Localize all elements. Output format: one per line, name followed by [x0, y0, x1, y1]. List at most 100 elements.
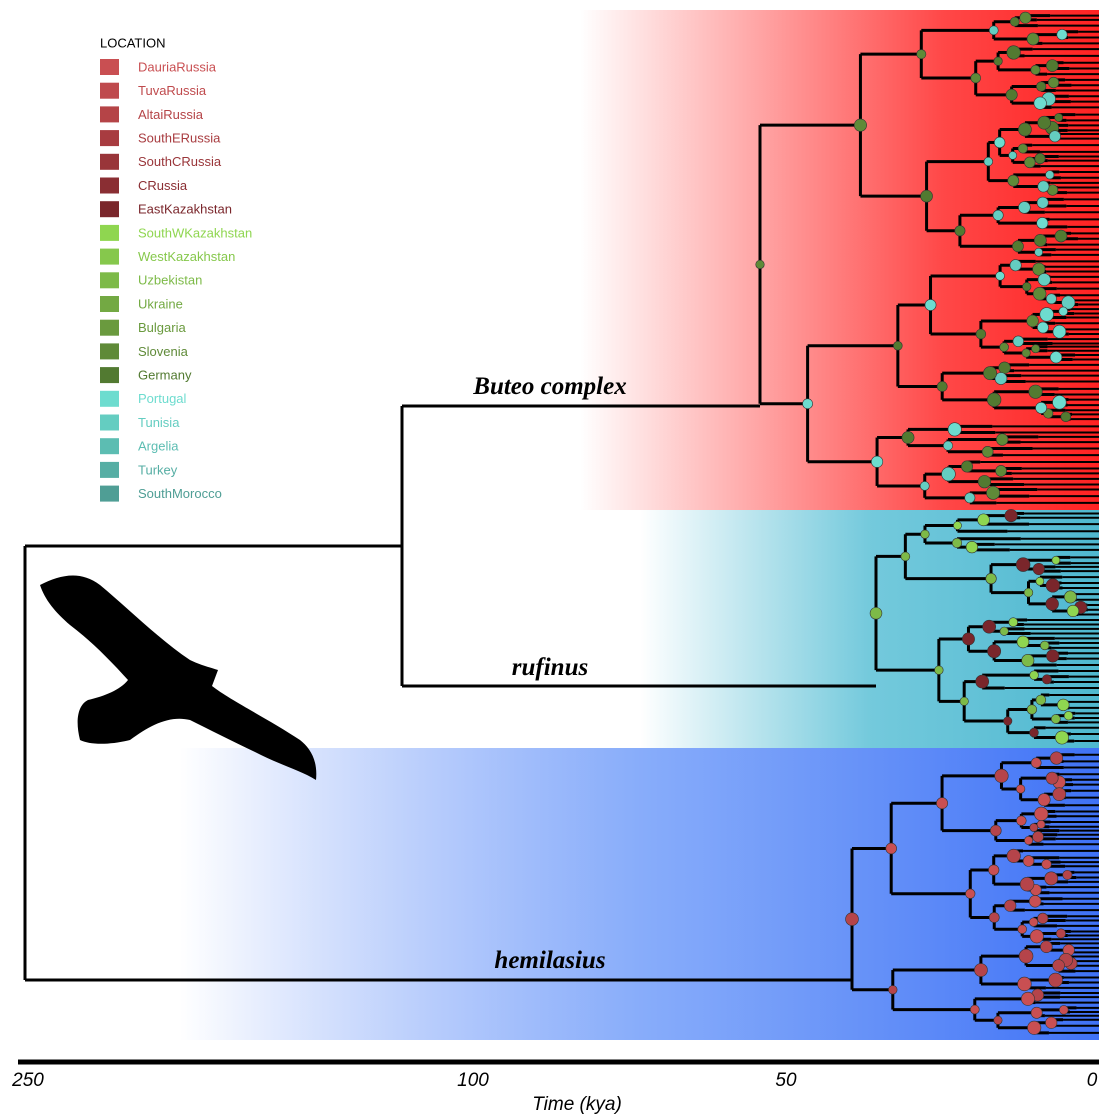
legend-label: SouthMorocco [138, 486, 222, 501]
node-marker [925, 299, 936, 310]
node-marker [1024, 157, 1035, 168]
node-marker [1023, 856, 1034, 867]
node-marker [966, 541, 978, 553]
node-marker [1055, 113, 1063, 121]
node-marker [1009, 618, 1018, 627]
node-marker [1064, 591, 1076, 603]
clade-label: rufinus [512, 654, 588, 681]
node-marker [1007, 46, 1021, 60]
node-marker [1049, 131, 1060, 142]
node-marker [1033, 831, 1044, 842]
node-marker [1055, 731, 1068, 744]
node-marker [1020, 12, 1031, 23]
node-marker [1038, 181, 1049, 192]
node-marker [917, 50, 926, 59]
node-marker [937, 381, 947, 391]
node-marker [1005, 509, 1017, 521]
legend-swatch [100, 462, 119, 478]
legend-swatch [100, 438, 119, 454]
node-marker [803, 399, 813, 409]
node-marker [1033, 563, 1044, 574]
node-marker [1009, 151, 1017, 159]
legend-swatch [100, 225, 119, 241]
node-marker [1046, 294, 1056, 304]
node-marker [1053, 788, 1066, 801]
node-marker [1056, 929, 1065, 938]
node-marker [976, 329, 986, 339]
node-marker [1040, 941, 1052, 953]
legend-swatch [100, 201, 119, 217]
node-marker [1008, 175, 1019, 186]
node-marker [986, 573, 997, 584]
legend-swatch [100, 59, 119, 75]
legend-swatch [100, 367, 119, 383]
node-marker [994, 57, 1003, 66]
node-marker [1059, 307, 1068, 316]
node-marker [952, 538, 962, 548]
legend: DauriaRussiaTuvaRussiaAltaiRussiaSouthER… [100, 59, 252, 502]
legend-label: Slovenia [138, 344, 189, 359]
legend-label: WestKazakhstan [138, 249, 235, 264]
node-marker [1016, 816, 1026, 826]
node-marker [1053, 960, 1065, 972]
node-marker [1050, 351, 1062, 363]
node-marker [983, 620, 996, 633]
node-marker [1031, 345, 1039, 353]
node-marker [1018, 202, 1030, 214]
node-marker [983, 367, 996, 380]
node-marker [1051, 714, 1060, 723]
legend-label: DauriaRussia [138, 59, 217, 74]
node-marker [1042, 859, 1052, 869]
node-marker [1067, 605, 1079, 617]
figure: LOCATION DauriaRussiaTuvaRussiaAltaiRuss… [0, 0, 1099, 1115]
node-marker [1037, 197, 1048, 208]
node-marker [902, 431, 914, 443]
axis-tick-label: 250 [11, 1070, 44, 1091]
node-marker [1057, 699, 1069, 711]
legend-label: Turkey [138, 462, 178, 477]
node-marker [1013, 336, 1024, 347]
node-marker [1046, 579, 1060, 593]
legend-label: TuvaRussia [138, 83, 207, 98]
node-marker [965, 493, 975, 503]
legend-label: SouthCRussia [138, 154, 222, 169]
node-marker [1021, 992, 1034, 1005]
node-marker [1063, 870, 1072, 879]
axis-tick-label: 0 [1087, 1070, 1098, 1091]
node-marker [1064, 711, 1073, 720]
node-marker [996, 272, 1005, 281]
node-marker [920, 481, 929, 490]
node-marker [921, 530, 930, 539]
node-marker [1006, 89, 1017, 100]
axis-tick-label: 50 [775, 1070, 797, 1091]
legend-label: AltaiRussia [138, 107, 204, 122]
node-marker [1042, 675, 1051, 684]
node-marker [971, 73, 981, 83]
node-marker [976, 675, 989, 688]
node-marker [1040, 308, 1054, 322]
node-marker [990, 825, 1001, 836]
node-marker [1035, 248, 1043, 256]
node-marker [989, 912, 999, 922]
clade-label: Buteo complex [472, 373, 626, 400]
node-marker [1018, 925, 1027, 934]
node-marker [1046, 650, 1059, 663]
node-marker [871, 456, 882, 467]
node-marker [756, 260, 765, 269]
node-marker [1029, 918, 1038, 927]
node-marker [1046, 60, 1058, 72]
node-marker [888, 985, 897, 994]
legend-label: Argelia [138, 439, 179, 454]
legend-label: EastKazakhstan [138, 202, 232, 217]
eagle-silhouette [40, 576, 316, 780]
node-marker [1033, 287, 1046, 300]
node-marker [982, 446, 993, 457]
legend-label: Tunisia [138, 415, 180, 430]
node-marker [1046, 598, 1059, 611]
legend-swatch [100, 320, 119, 336]
node-marker [1027, 1021, 1040, 1034]
legend-swatch [100, 178, 119, 194]
node-marker [1019, 949, 1033, 963]
node-marker [935, 666, 944, 675]
node-marker [870, 607, 882, 619]
